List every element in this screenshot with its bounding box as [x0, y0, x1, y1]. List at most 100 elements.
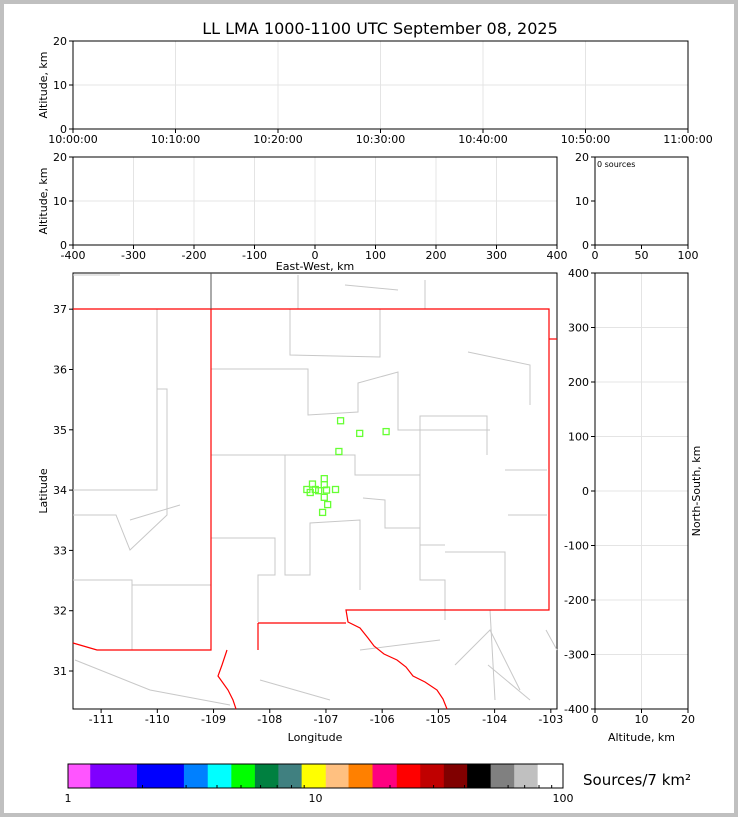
x-tick-label: 20	[681, 713, 695, 726]
state-boundaries	[72, 308, 557, 710]
y-tick-label: 300	[568, 322, 589, 335]
county-line	[73, 579, 211, 650]
x-tick-label: -108	[257, 713, 282, 726]
colorbar-segment	[443, 764, 468, 788]
colorbar-segment	[301, 764, 327, 788]
y-axis-label: Altitude, km	[37, 51, 50, 118]
x-tick-label: 200	[426, 249, 447, 262]
lightning-source-point	[336, 417, 345, 425]
colorbar-segment	[136, 764, 185, 788]
county-line	[505, 469, 547, 516]
altitude-north-south-panel: 0 10 20 -400 -300 -200 -100 0 100 200 300 400 Altitu…	[564, 267, 703, 744]
county-line	[73, 309, 158, 491]
colorbar-segment	[537, 764, 564, 788]
y-tick-label: 0	[582, 485, 589, 498]
county-line	[211, 415, 488, 476]
axes-frame	[72, 156, 558, 246]
state-border	[72, 309, 212, 651]
lightning-source-point	[382, 427, 390, 436]
county-line	[289, 309, 381, 358]
x-tick-label: 10:10:00	[151, 133, 200, 146]
y-tick-label: -300	[564, 649, 589, 662]
colorbar-segment	[490, 764, 515, 788]
y-axis-label: Altitude, km	[37, 167, 50, 234]
state-border	[73, 308, 550, 710]
state-border	[217, 649, 237, 710]
colorbar-segment	[514, 764, 539, 788]
colorbar: 1 10 100 Sources/7 km²	[65, 763, 691, 805]
county-line	[73, 309, 168, 551]
x-tick-label: 10:40:00	[458, 133, 507, 146]
y-tick-label: 400	[568, 267, 589, 280]
x-tick-label: -111	[89, 713, 114, 726]
y-tick-label: 37	[53, 303, 67, 316]
y-tick-label: -200	[564, 594, 589, 607]
colorbar-label: Sources/7 km²	[583, 771, 691, 789]
county-line	[467, 351, 531, 405]
x-tick-label: 10	[635, 713, 649, 726]
colorbar-tick-label: 10	[309, 792, 323, 805]
lightning-source-point	[320, 493, 328, 501]
lma-figure: LL LMA 1000-1100 UTC September 08, 2025 …	[37, 19, 713, 805]
x-tick-label: -110	[145, 713, 170, 726]
x-tick-label: 50	[635, 249, 649, 262]
x-tick-label: -103	[538, 713, 563, 726]
colorbar-segment	[467, 764, 492, 788]
county-line	[454, 629, 531, 701]
colorbar-segment	[254, 764, 279, 788]
x-axis-label: Altitude, km	[608, 731, 675, 744]
panels: 10:00:00 10:10:00 10:20:00 10:30:00 10:40:00…	[37, 35, 713, 805]
x-tick-label: 300	[486, 249, 507, 262]
colorbar-segment	[183, 764, 209, 788]
x-tick-label: -104	[482, 713, 507, 726]
y-tick-label: 200	[568, 376, 589, 389]
colorbar-segment	[207, 764, 232, 788]
colorbar-tick-label: 1	[65, 792, 72, 805]
x-tick-label: 100	[678, 249, 699, 262]
plan-view-map-panel: -111 -110 -109 -108 -107 -106 -105 -104 -103 31 32…	[37, 272, 563, 744]
y-tick-label: -400	[564, 703, 589, 716]
county-line	[489, 609, 558, 701]
y-tick-label: 10	[53, 195, 67, 208]
county-line	[211, 368, 490, 431]
x-tick-label: 10:30:00	[356, 133, 405, 146]
county-line	[73, 274, 426, 309]
x-tick-label: 10:00:00	[48, 133, 97, 146]
colorbar-segment	[90, 764, 138, 788]
y-tick-label: 32	[53, 605, 67, 618]
x-axis-label: East-West, km	[276, 260, 354, 273]
x-tick-label: -105	[426, 713, 451, 726]
altitude-east-west-panel: -400 -300 -200 -100 0 100 200 300 400 0 10 20 East-W…	[37, 151, 568, 273]
y-tick-label: 20	[53, 151, 67, 164]
x-tick-label: -200	[182, 249, 207, 262]
colorbar-segment	[325, 764, 350, 788]
x-tick-label: 0	[592, 249, 599, 262]
x-tick-label: -300	[121, 249, 146, 262]
colorbar-segment	[372, 764, 398, 788]
x-axis-label: Longitude	[288, 731, 343, 744]
plot-figure: LL LMA 1000-1100 UTC September 08, 2025 …	[4, 4, 734, 813]
colorbar-segment	[231, 764, 256, 788]
x-tick-label: -400	[61, 249, 86, 262]
source-count-annotation: 0 sources	[597, 160, 635, 169]
x-tick-label: -100	[242, 249, 267, 262]
x-tick-label: 11:00:00	[663, 133, 712, 146]
axes-frame	[594, 272, 689, 710]
axes-frame	[72, 40, 689, 130]
county-line	[362, 497, 446, 620]
lightning-source-point	[306, 488, 314, 497]
colorbar-segment	[348, 764, 374, 788]
y-tick-label: 36	[53, 363, 67, 376]
colorbar-segment	[396, 764, 421, 788]
y-tick-label: 34	[53, 484, 67, 497]
x-tick-label: -106	[370, 713, 395, 726]
county-line	[74, 639, 441, 706]
altitude-histogram-panel: 0 50 100 0 10 20 0 sources	[575, 151, 699, 262]
y-tick-label: 0	[60, 239, 67, 252]
y-axis-label: North-South, km	[690, 446, 703, 537]
x-tick-label: -107	[313, 713, 338, 726]
y-tick-label: 35	[53, 424, 67, 437]
y-tick-label: 100	[568, 431, 589, 444]
figure-title: LL LMA 1000-1100 UTC September 08, 2025	[202, 19, 558, 38]
y-tick-label: 10	[53, 79, 67, 92]
